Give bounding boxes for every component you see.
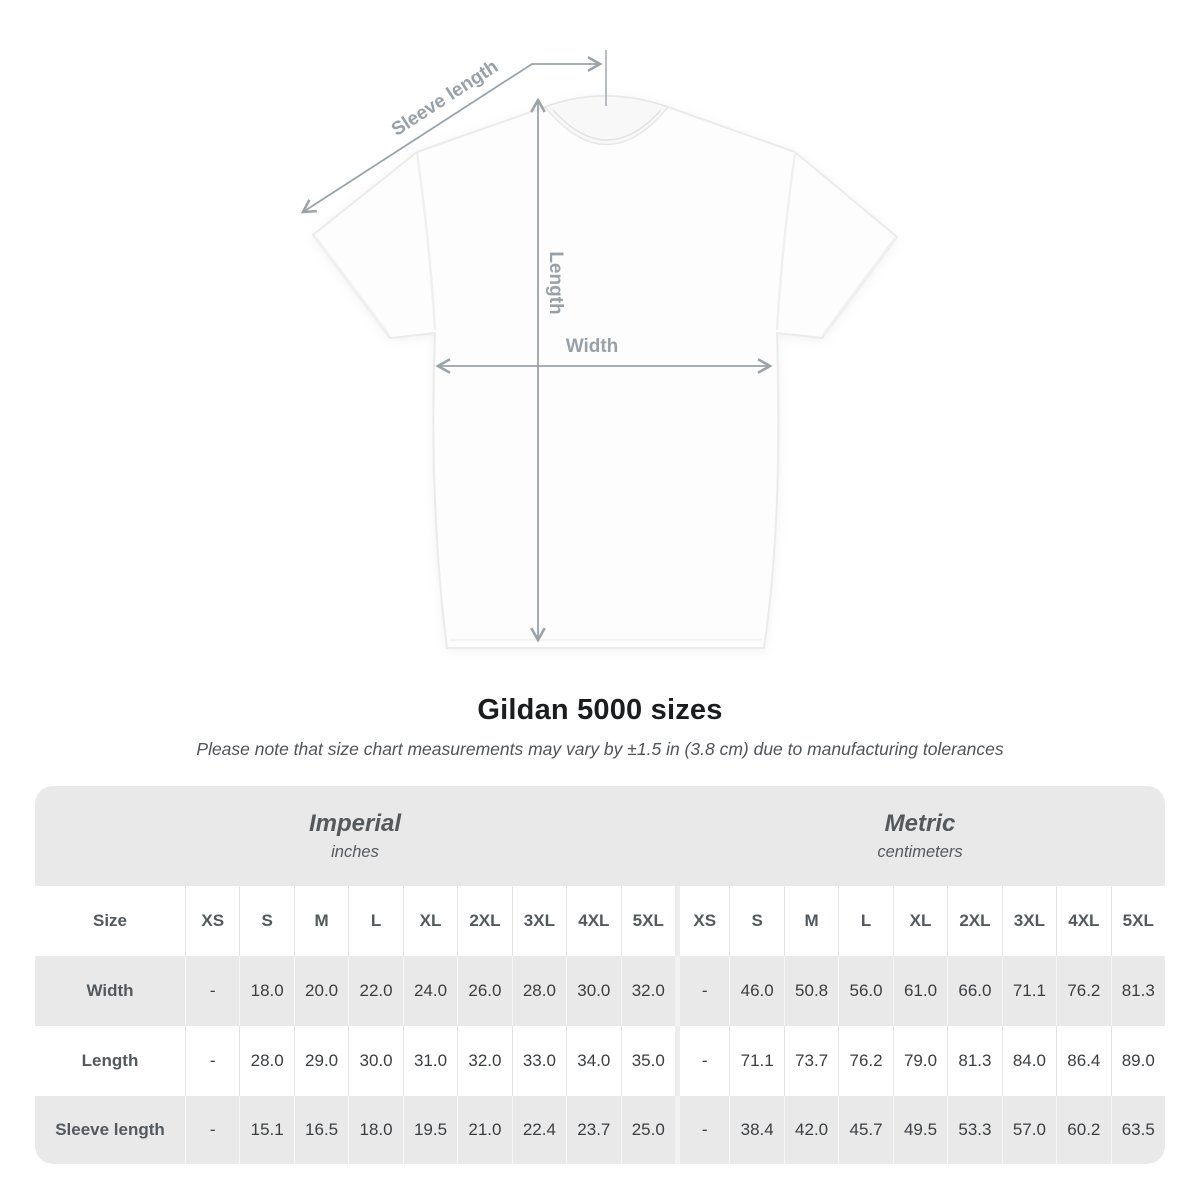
value-cell: 25.0 [620,1096,675,1164]
width-label: Width [566,336,619,357]
value-cell: 28.0 [239,1026,293,1096]
value-cell: 76.2 [1056,956,1110,1026]
value-cell: 16.5 [293,1096,348,1164]
row-label: Sleeve length [55,1120,165,1139]
size-column-header: Size [92,911,128,930]
value-cell: 46.0 [729,956,783,1026]
value-cell: 35.0 [620,1026,675,1096]
met-size-l: L [838,886,892,956]
metric-label: Metric [884,810,956,837]
value-cell: 32.0 [457,1026,511,1096]
row-label: Length [81,1051,139,1070]
value-cell: - [185,1026,239,1096]
met-size-4xl: 4XL [1056,886,1110,956]
value-cell: 30.0 [566,956,620,1026]
imp-size-m: M [293,886,348,956]
value-cell: 24.0 [402,956,457,1026]
value-cell: 53.3 [947,1096,1001,1164]
imperial-header: Imperial inches [35,786,675,886]
value-cell: 20.0 [293,956,348,1026]
imp-size-xs: XS [185,886,239,956]
value-cell: 38.4 [729,1096,783,1164]
value-cell: 18.0 [239,956,293,1026]
value-cell: 66.0 [947,956,1001,1026]
value-cell: 81.3 [1110,956,1165,1026]
value-cell: 50.8 [783,956,838,1026]
imperial-label: Imperial [308,810,402,837]
tshirt-shape [312,95,898,649]
metric-header: Metric centimeters [675,786,1165,886]
imp-size-4xl: 4XL [566,886,620,956]
tshirt-diagram: Sleeve length Length Width [300,50,898,649]
value-cell: 31.0 [402,1026,457,1096]
imp-size-5xl: 5XL [620,886,675,956]
met-size-xl: XL [892,886,947,956]
value-cell: 34.0 [566,1026,620,1096]
size-header-row: Size XS S M L XL 2XL 3XL 4XL 5XL XS S M … [35,886,1165,956]
imp-size-2xl: 2XL [457,886,511,956]
value-cell: 86.4 [1056,1026,1110,1096]
row-label: Width [86,981,134,1000]
value-cell: 45.7 [838,1096,892,1164]
metric-unit: centimeters [877,843,963,861]
value-cell: 89.0 [1110,1026,1165,1096]
unit-header-row: Imperial inches Metric centimeters [35,786,1165,886]
table-row-length: Length - 28.0 29.0 30.0 31.0 32.0 33.0 3… [35,1026,1165,1096]
value-cell: 49.5 [892,1096,947,1164]
met-size-m: M [783,886,838,956]
imp-size-3xl: 3XL [511,886,566,956]
value-cell: 28.0 [511,956,566,1026]
value-cell: 18.0 [348,1096,402,1164]
value-cell: 15.1 [239,1096,293,1164]
met-size-s: S [729,886,783,956]
value-cell: 32.0 [620,956,675,1026]
value-cell: 23.7 [566,1096,620,1164]
tshirt-svg: Sleeve length Length Width [300,50,898,649]
value-cell: - [674,1096,729,1164]
value-cell: 56.0 [838,956,892,1026]
met-size-xs: XS [674,886,729,956]
value-cell: - [674,956,729,1026]
value-cell: 76.2 [838,1026,892,1096]
value-cell: 42.0 [783,1096,838,1164]
value-cell: 26.0 [457,956,511,1026]
value-cell: 29.0 [293,1026,348,1096]
value-cell: - [185,956,239,1026]
page-title: Gildan 5000 sizes [477,694,723,726]
value-cell: 21.0 [457,1096,511,1164]
length-label: Length [545,251,566,314]
tolerance-note: Please note that size chart measurements… [196,739,1004,759]
table-row-sleeve-length: Sleeve length - 15.1 16.5 18.0 19.5 21.0… [35,1096,1165,1164]
value-cell: - [185,1096,239,1164]
met-size-2xl: 2XL [947,886,1001,956]
value-cell: 84.0 [1001,1026,1056,1096]
imp-size-l: L [348,886,402,956]
imp-size-xl: XL [402,886,457,956]
sleeve-length-arrow [300,56,603,214]
value-cell: 61.0 [892,956,947,1026]
table-row-width: Width - 18.0 20.0 22.0 24.0 26.0 28.0 30… [35,956,1165,1026]
imp-size-s: S [239,886,293,956]
value-cell: 73.7 [783,1026,838,1096]
value-cell: 79.0 [892,1026,947,1096]
size-chart-table: Imperial inches Metric centimeters Size … [35,786,1165,1164]
value-cell: 81.3 [947,1026,1001,1096]
value-cell: 63.5 [1110,1096,1165,1164]
imperial-unit: inches [331,843,379,861]
value-cell: 60.2 [1056,1096,1110,1164]
value-cell: 22.4 [511,1096,566,1164]
value-cell: 22.0 [348,956,402,1026]
value-cell: 71.1 [729,1026,783,1096]
value-cell: 57.0 [1001,1096,1056,1164]
value-cell: 19.5 [402,1096,457,1164]
value-cell: 71.1 [1001,956,1056,1026]
met-size-3xl: 3XL [1001,886,1056,956]
value-cell: 30.0 [348,1026,402,1096]
title-block: Gildan 5000 sizes Please note that size … [0,694,1200,760]
value-cell: 33.0 [511,1026,566,1096]
met-size-5xl: 5XL [1110,886,1165,956]
value-cell: - [674,1026,729,1096]
